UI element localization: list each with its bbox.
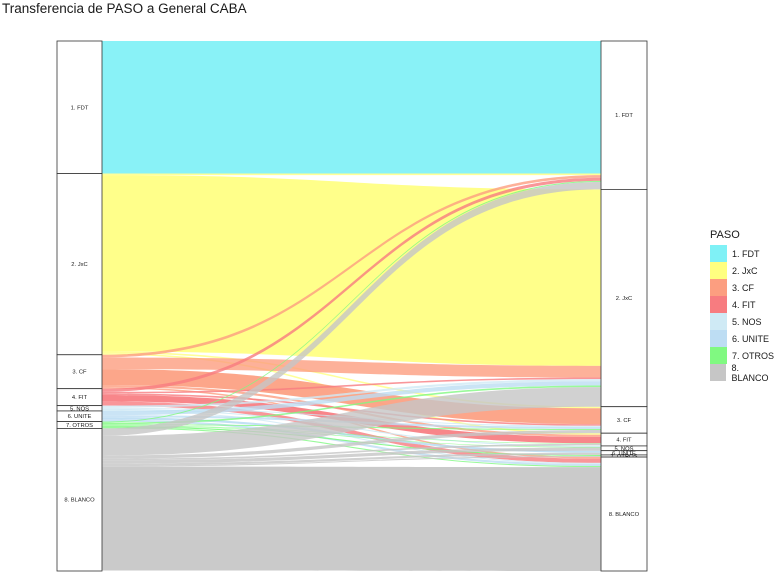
- legend-item-5-nos: 5. NOS: [710, 313, 777, 330]
- flow-7-otros-to-8-blanco: [102, 427, 601, 468]
- flow-2-jxc-to-3-cf: [102, 351, 601, 409]
- flow-4-fit-to-3-cf: [102, 393, 601, 426]
- flow-6-unite-to-2-jxc: [102, 381, 601, 416]
- right-node-label-2-jxc: 2. JxC: [616, 296, 632, 302]
- flow-2-jxc-to-1-fdt: [102, 173, 601, 176]
- flow-2-jxc-to-2-jxc: [102, 175, 601, 366]
- flow-8-blanco-to-1-fdt: [102, 181, 601, 436]
- left-node-label-4-fit: 4. FIT: [72, 395, 88, 401]
- flow-8-blanco-to-5-nos: [102, 447, 601, 464]
- right-node-1-fdt: [600, 40, 648, 190]
- legend-item-6-unite: 6. UNITE: [710, 330, 777, 347]
- legend-label: 3. CF: [732, 282, 755, 293]
- left-node-label-8-blanco: 8. BLANCO: [64, 498, 95, 504]
- flow-7-otros-to-1-fdt: [102, 180, 601, 423]
- legend-item-4-fit: 4. FIT: [710, 296, 777, 313]
- flows-layer: [102, 41, 601, 571]
- left-node-label-5-nos: 5. NOS: [70, 406, 89, 412]
- right-node-label-4-fit: 4. FIT: [616, 438, 632, 444]
- left-node-8-blanco: [56, 428, 103, 572]
- right-node-3-cf: [600, 406, 648, 434]
- flow-8-blanco-to-3-cf: [102, 430, 601, 459]
- right-node-label-6-unite: 6. UNITE: [612, 451, 636, 457]
- legend-swatch: [710, 347, 727, 364]
- flow-4-fit-to-1-fdt: [102, 177, 601, 392]
- flow-7-otros-to-7-otros: [102, 426, 601, 456]
- flow-6-unite-to-6-unite: [102, 417, 601, 453]
- flow-7-otros-to-5-nos: [102, 425, 601, 448]
- flow-3-cf-to-2-jxc: [102, 357, 601, 378]
- legend-item-3-cf: 3. CF: [710, 279, 777, 296]
- legend-swatch: [710, 313, 727, 330]
- flow-8-blanco-to-6-unite: [102, 452, 601, 466]
- legend-item-1-fdt: 1. FDT: [710, 245, 777, 262]
- left-node-label-2-jxc: 2. JxC: [71, 262, 87, 268]
- left-node-label-1-fdt: 1. FDT: [71, 105, 89, 111]
- legend-label: 4. FIT: [732, 299, 756, 310]
- legend-swatch: [710, 262, 727, 279]
- right-node-2-jxc: [600, 188, 648, 408]
- flow-5-nos-to-2-jxc: [102, 379, 601, 408]
- legend-item-2-jxc: 2. JxC: [710, 262, 777, 279]
- flow-3-cf-to-1-fdt: [102, 175, 601, 358]
- flow-8-blanco-to-4-fit: [102, 443, 601, 461]
- legend-swatch: [710, 245, 727, 262]
- legend-item-8-blanco: 8. BLANCO: [710, 362, 777, 383]
- legend-label: 1. FDT: [732, 248, 760, 259]
- legend-label: 6. UNITE: [732, 333, 770, 344]
- flow-4-fit-to-2-jxc: [102, 377, 601, 394]
- left-node-2-jxc: [56, 173, 103, 356]
- right-node-label-5-nos: 5. NOS: [614, 446, 633, 452]
- flow-7-otros-to-4-fit: [102, 425, 601, 444]
- flow-3-cf-to-4-fit: [102, 384, 601, 437]
- left-node-1-fdt: [56, 40, 103, 174]
- left-node-label-7-otros: 7. OTROS: [66, 423, 93, 429]
- right-node-label-1-fdt: 1. FDT: [615, 113, 633, 119]
- flow-8-blanco-to-2-jxc: [102, 387, 601, 456]
- legend-label: 8. BLANCO: [731, 362, 769, 383]
- left-node-label-3-cf: 3. CF: [72, 370, 87, 376]
- legend-swatch: [710, 279, 727, 296]
- flow-8-blanco-to-8-blanco: [102, 466, 601, 571]
- legend-title: PASO: [710, 229, 740, 241]
- flow-7-otros-to-2-jxc: [102, 385, 601, 425]
- legend-label: 5. NOS: [732, 316, 762, 327]
- right-node-8-blanco: [600, 456, 648, 572]
- legend-swatch: [710, 364, 727, 381]
- legend-items: 1. FDT 2. JxC 3. CF 4. FIT 5. NOS 6. UNITE 7. …: [710, 245, 777, 383]
- legend-label: 7. OTROS: [732, 350, 775, 361]
- flow-8-blanco-to-7-otros: [102, 455, 601, 467]
- right-node-label-3-cf: 3. CF: [617, 418, 632, 424]
- right-node-label-8-blanco: 8. BLANCO: [609, 512, 640, 518]
- left-node-label-6-unite: 6. UNITE: [68, 414, 92, 420]
- legend-label: 2. JxC: [732, 265, 758, 276]
- chart-title: Transferencia de PASO a General CABA: [2, 1, 247, 16]
- flow-1-fdt-to-1-fdt: [102, 41, 601, 174]
- legend-item-7-otros: 7. OTROS: [710, 347, 777, 364]
- legend: PASO 1. FDT 2. JxC 3. CF 4. FIT 5. NOS 6. UNI…: [710, 229, 777, 383]
- legend-swatch: [710, 296, 727, 313]
- flow-4-fit-to-8-blanco: [102, 401, 601, 463]
- legend-swatch: [710, 330, 727, 347]
